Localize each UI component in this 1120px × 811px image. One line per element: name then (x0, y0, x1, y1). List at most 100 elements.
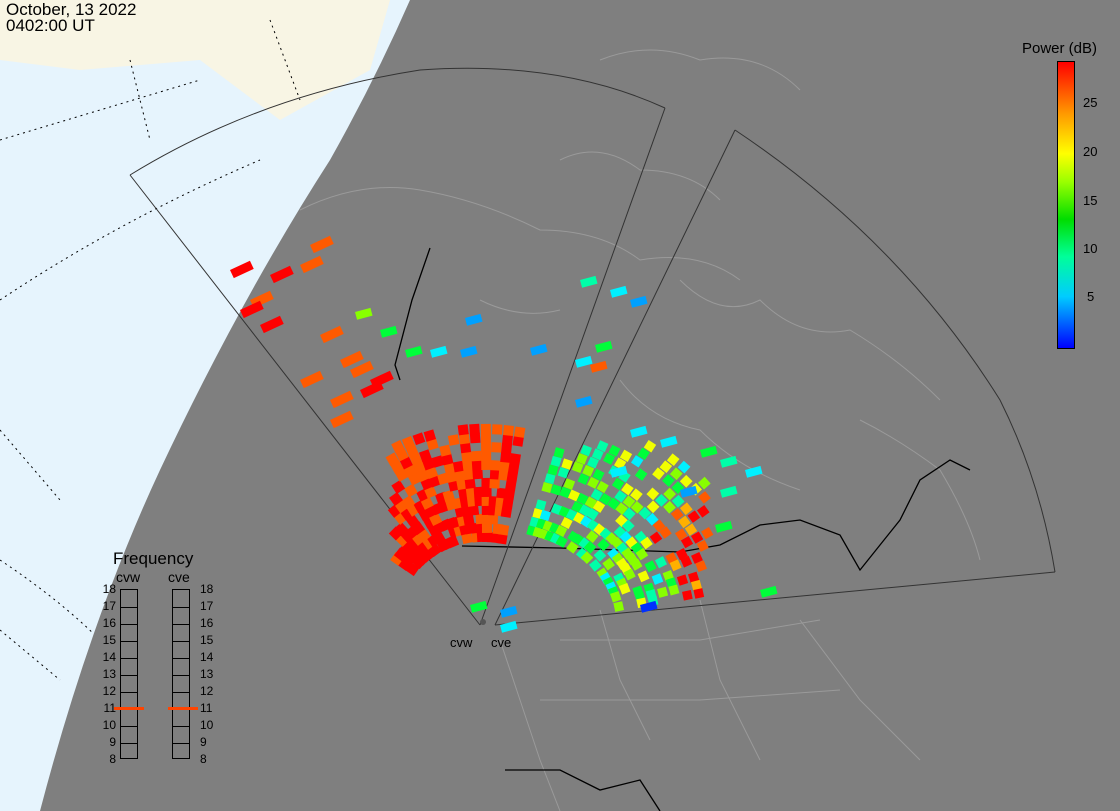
echo-cell (677, 460, 691, 474)
echo-cell (443, 462, 456, 475)
echo-cell (613, 601, 625, 612)
radar-fov (129, 67, 1056, 626)
echo-cell (489, 469, 501, 480)
echo-cell (487, 514, 499, 525)
echo-cell (618, 582, 631, 595)
echo-cell (240, 300, 264, 319)
echo-cell (480, 432, 492, 444)
echo-cell (459, 442, 472, 454)
echo-cell (599, 492, 612, 506)
echo-cell (630, 455, 644, 468)
echo-cell (649, 531, 663, 545)
echo-cell (610, 591, 622, 603)
echo-cell (643, 440, 657, 453)
echo-cell (654, 556, 668, 569)
echo-cell (582, 464, 595, 477)
echo-cell (580, 444, 592, 457)
colorbar-tick: 25 (1083, 95, 1098, 110)
echo-cell (391, 480, 406, 494)
echo-cell (394, 521, 409, 537)
echo-cell (687, 571, 700, 583)
echo-cell (630, 488, 643, 501)
echo-cell (355, 307, 373, 320)
frequency-gridline (121, 657, 137, 659)
frequency-gridline (121, 623, 137, 625)
echo-cell (590, 360, 608, 373)
echo-cell (502, 425, 514, 436)
echo-cell (760, 585, 778, 598)
echo-cell (458, 433, 470, 445)
frequency-gridline (121, 691, 137, 693)
echo-cell (603, 452, 616, 465)
echo-cell (637, 570, 650, 583)
frequency-scale-label: 15 (102, 633, 116, 647)
echo-cell (715, 520, 733, 533)
echo-cell (585, 530, 599, 543)
frequency-scale-label: 11 (103, 701, 116, 715)
coastline-outlines (299, 49, 981, 811)
echo-cell (340, 350, 364, 369)
echo-cell (491, 424, 503, 435)
echo-cell (662, 474, 675, 487)
echo-cell (401, 495, 416, 510)
echo-cell (502, 433, 514, 445)
echo-cell (589, 559, 602, 572)
frequency-scale-label: 13 (102, 667, 116, 681)
echo-cell (675, 547, 688, 561)
echo-cell (442, 489, 455, 503)
echo-cell (513, 426, 526, 438)
echo-cell (640, 536, 653, 550)
frequency-gridline (173, 606, 189, 608)
echo-cell (481, 486, 492, 498)
echo-cell (541, 481, 553, 493)
echo-cell (592, 468, 605, 481)
echo-cell (481, 522, 493, 534)
colorbar-tick: 20 (1083, 144, 1098, 159)
echo-cell (679, 502, 693, 516)
echo-cell (676, 574, 689, 586)
echo-cell (614, 490, 627, 503)
echo-cell (471, 459, 483, 471)
echo-cell (498, 469, 510, 481)
echo-cell (577, 473, 590, 485)
site-label-cvw: cvw (450, 635, 473, 650)
echo-cell (619, 449, 633, 462)
echo-cell (405, 345, 423, 358)
backscatter-echoes (229, 235, 778, 633)
echo-cell (587, 476, 600, 489)
echo-cell (622, 507, 636, 521)
echo-cell (610, 465, 628, 478)
echo-cell (583, 540, 597, 554)
echo-cell (630, 295, 648, 308)
echo-cell (491, 442, 502, 453)
echo-cell (630, 425, 648, 438)
frequency-gridline (121, 674, 137, 676)
frequency-scale-label: 16 (102, 616, 116, 630)
echo-cell (404, 483, 418, 498)
echo-cell (553, 447, 565, 459)
frequency-scale-label: 15 (200, 633, 214, 647)
date-label: October, 13 2022 (6, 0, 137, 19)
echo-cell (509, 453, 521, 465)
echo-cell (330, 410, 354, 429)
echo-cell (469, 423, 480, 435)
echo-cell (412, 432, 426, 446)
echo-cell (666, 453, 680, 467)
echo-cell (646, 487, 660, 501)
frequency-gauge-cve (172, 589, 190, 759)
colorbar-tick: 5 (1087, 289, 1095, 304)
frequency-gridline (121, 742, 137, 744)
echo-cell (720, 485, 738, 498)
echo-cell (229, 260, 254, 279)
echo-cell (370, 370, 394, 389)
frequency-scale-label: 16 (200, 616, 214, 630)
echo-cell (481, 459, 492, 471)
frequency-gridline (173, 640, 189, 642)
echo-cell (623, 568, 636, 581)
frequency-scale-label: 10 (200, 718, 214, 732)
echo-cell (659, 460, 673, 474)
echo-cell (462, 513, 475, 526)
echo-cell (350, 360, 374, 379)
echo-cell (696, 539, 709, 552)
